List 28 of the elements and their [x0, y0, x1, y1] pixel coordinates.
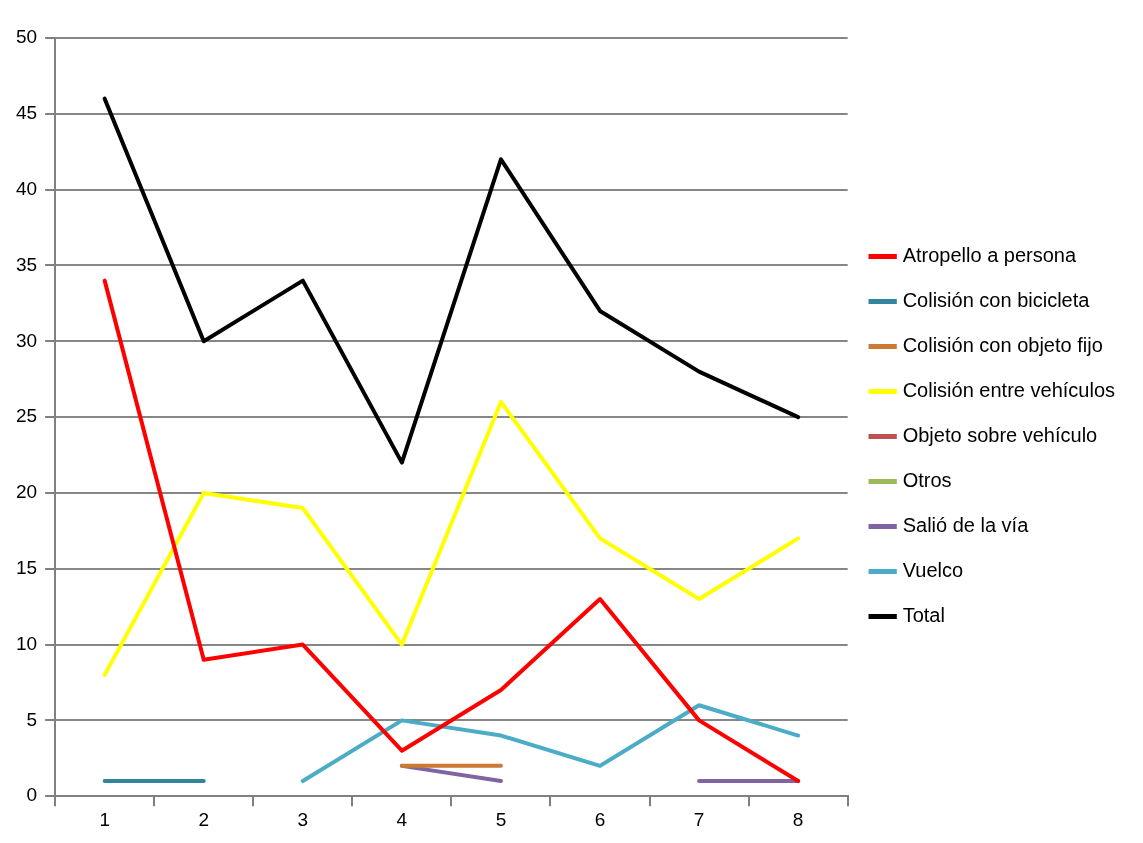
- legend-label: Salió de la vía: [902, 514, 1030, 537]
- legend-label: Total: [902, 604, 945, 627]
- legend-label: Colisión con bicicleta: [902, 289, 1091, 312]
- y-tick-label: 25: [15, 405, 38, 427]
- y-tick-label: 20: [15, 481, 38, 503]
- y-tick-label: 10: [15, 632, 38, 654]
- y-tick-label: 50: [15, 26, 38, 48]
- legend-label: Colisión entre vehículos: [902, 379, 1116, 402]
- y-tick-label: 30: [15, 329, 38, 351]
- legend-label: Vuelco: [902, 559, 964, 582]
- legend-label: Atropello a persona: [902, 244, 1077, 267]
- y-tick-label: 0: [26, 784, 38, 806]
- y-tick-label: 40: [15, 177, 38, 199]
- x-tick-label: 6: [594, 808, 606, 830]
- legend-label: Otros: [902, 469, 952, 492]
- y-tick-label: 45: [15, 102, 38, 124]
- x-tick-label: 5: [495, 808, 507, 830]
- x-tick-label: 7: [693, 808, 705, 830]
- y-tick-label: 5: [26, 708, 38, 730]
- legend-label: Objeto sobre vehículo: [902, 424, 1098, 447]
- x-tick-label: 4: [396, 808, 408, 830]
- y-tick-label: 15: [15, 556, 38, 578]
- x-tick-label: 3: [297, 808, 309, 830]
- x-tick-label: 8: [792, 808, 804, 830]
- x-tick-label: 2: [198, 808, 210, 830]
- x-tick-label: 1: [99, 808, 110, 830]
- y-tick-label: 35: [15, 253, 38, 275]
- legend-label: Colisión con objeto fijo: [902, 334, 1103, 357]
